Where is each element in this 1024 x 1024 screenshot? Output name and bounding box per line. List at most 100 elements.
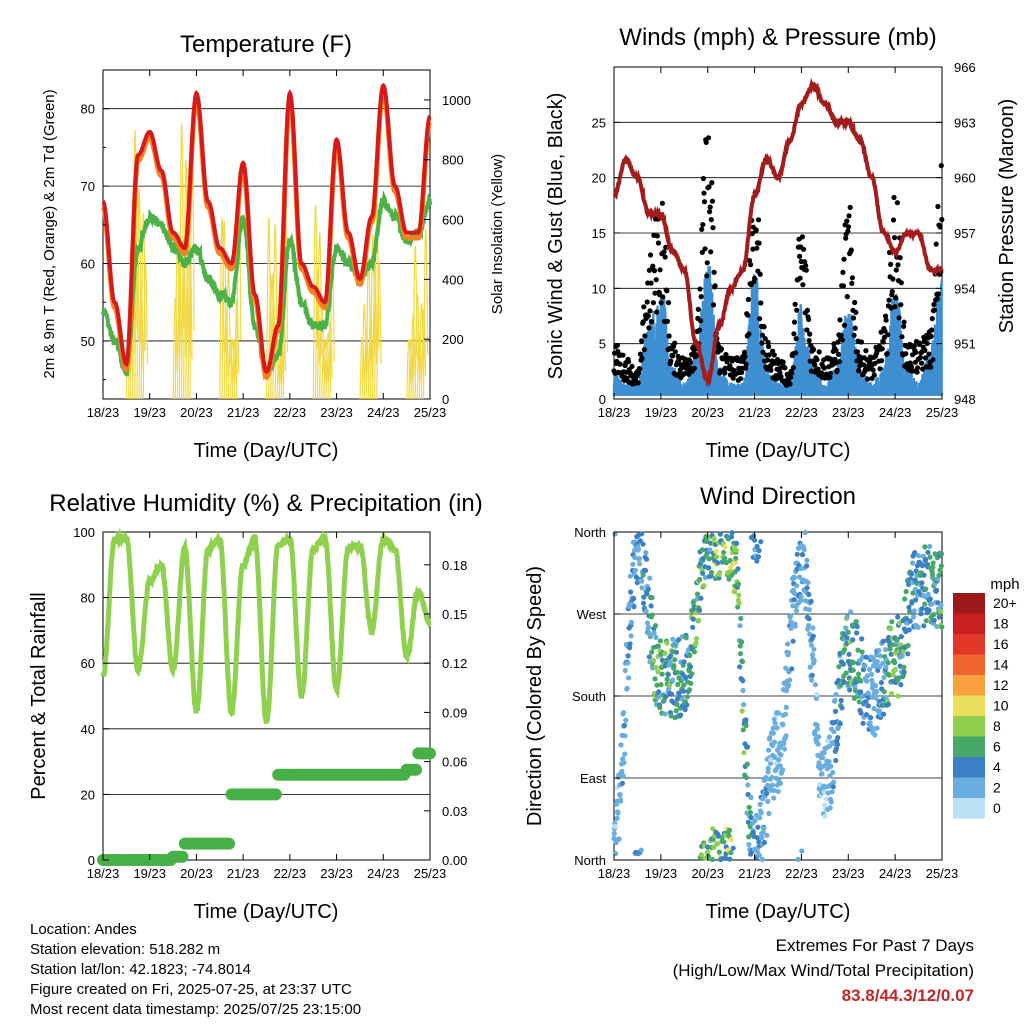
- gust-point: [672, 340, 678, 346]
- direction-point: [735, 566, 741, 572]
- direction-point: [728, 850, 734, 856]
- colorbar-label: 8: [993, 718, 1001, 734]
- direction-point: [831, 729, 837, 735]
- gust-point: [635, 380, 641, 386]
- gust-point: [917, 340, 923, 346]
- gust-point: [753, 227, 759, 233]
- colorbar-label: 2: [993, 780, 1001, 796]
- direction-point: [877, 663, 883, 670]
- direction-point: [770, 725, 776, 731]
- solar-mark: [367, 315, 374, 400]
- direction-point: [792, 591, 798, 597]
- temperature-xlabel: Time (Day/UTC): [194, 440, 339, 462]
- direction-point: [906, 627, 912, 633]
- direction-point: [868, 671, 875, 678]
- direction-point: [922, 601, 928, 607]
- direction-point: [836, 664, 842, 670]
- direction-point: [745, 819, 752, 825]
- direction-point: [711, 844, 717, 850]
- gust-point: [708, 249, 714, 255]
- direction-point: [688, 680, 694, 687]
- direction-point: [886, 634, 892, 641]
- gust-point: [935, 291, 942, 297]
- direction-point: [771, 795, 777, 801]
- direction-point: [625, 660, 631, 666]
- direction-point: [936, 614, 942, 620]
- colorbar-label: 20+: [993, 595, 1017, 611]
- x-tick-label: 20/23: [691, 866, 724, 881]
- gust-point: [722, 370, 728, 376]
- direction-point: [759, 835, 765, 841]
- gust-point: [765, 339, 771, 345]
- y-tick-label: 25: [592, 115, 606, 130]
- direction-point: [830, 784, 836, 790]
- x-tick-label: 22/23: [274, 866, 307, 881]
- direction-point: [737, 664, 743, 670]
- direction-point: [726, 576, 732, 582]
- gust-point: [766, 343, 772, 350]
- x-tick-label: 25/23: [926, 405, 959, 420]
- temperature-frame: [102, 69, 431, 400]
- gust-point: [851, 332, 857, 338]
- gust-point: [890, 217, 897, 223]
- x-tick-label: 18/23: [87, 405, 120, 420]
- direction-point: [680, 688, 687, 694]
- direction-point: [901, 669, 907, 675]
- solar-mark: [181, 239, 187, 400]
- colorbar-swatch: [953, 777, 985, 798]
- gust-point: [858, 339, 865, 345]
- y-tick-label: 20: [592, 171, 606, 186]
- location-text: Location: Andes: [30, 921, 137, 938]
- solar-mark: [408, 338, 414, 400]
- gust-point: [617, 361, 623, 367]
- direction-point: [906, 604, 912, 610]
- x-tick-label: 25/23: [414, 405, 447, 420]
- gust-point: [843, 235, 849, 241]
- humidity-title: Relative Humidity (%) & Precipitation (i…: [49, 490, 482, 517]
- solar-mark: [221, 221, 227, 400]
- extremes-title: Extremes For Past 7 Days: [775, 936, 974, 955]
- y2-tick-label: 963: [954, 115, 976, 130]
- direction-point: [705, 849, 711, 855]
- direction-point: [769, 782, 775, 788]
- direction-point: [810, 633, 816, 639]
- gust-point: [760, 349, 766, 355]
- gust-point: [837, 317, 843, 323]
- direction-point: [765, 769, 771, 775]
- direction-point: [758, 539, 764, 545]
- direction-point: [728, 836, 734, 843]
- direction-point: [771, 787, 777, 794]
- solar-mark: [225, 268, 231, 400]
- direction-point: [821, 789, 827, 795]
- direction-point: [625, 653, 631, 659]
- y2-tick-label: 954: [954, 281, 976, 296]
- gust-point: [669, 353, 676, 359]
- direction-point: [806, 623, 812, 629]
- direction-point: [775, 710, 782, 716]
- gust-point: [629, 363, 635, 369]
- direction-point: [748, 814, 754, 821]
- direction-point: [826, 759, 832, 765]
- direction-point: [858, 689, 864, 695]
- gust-point: [799, 234, 806, 240]
- x-tick-label: 22/23: [274, 405, 307, 420]
- direction-point: [791, 574, 798, 581]
- direction-point: [735, 581, 742, 587]
- gust-point: [889, 288, 895, 295]
- direction-point: [675, 681, 681, 688]
- direction-point: [706, 556, 712, 562]
- y2-tick-label: 0: [442, 392, 449, 407]
- x-tick-label: 23/23: [320, 405, 353, 420]
- gust-point: [615, 348, 621, 355]
- direction-point: [854, 630, 860, 636]
- gust-point: [803, 267, 809, 273]
- direction-point: [637, 561, 643, 567]
- gust-point: [757, 316, 763, 322]
- direction-point: [752, 818, 758, 824]
- direction-point: [764, 790, 770, 797]
- direction-points: [611, 529, 945, 863]
- gust-point: [792, 301, 798, 307]
- direction-point: [783, 704, 789, 711]
- direction-point: [683, 674, 689, 681]
- direction-point: [919, 563, 926, 569]
